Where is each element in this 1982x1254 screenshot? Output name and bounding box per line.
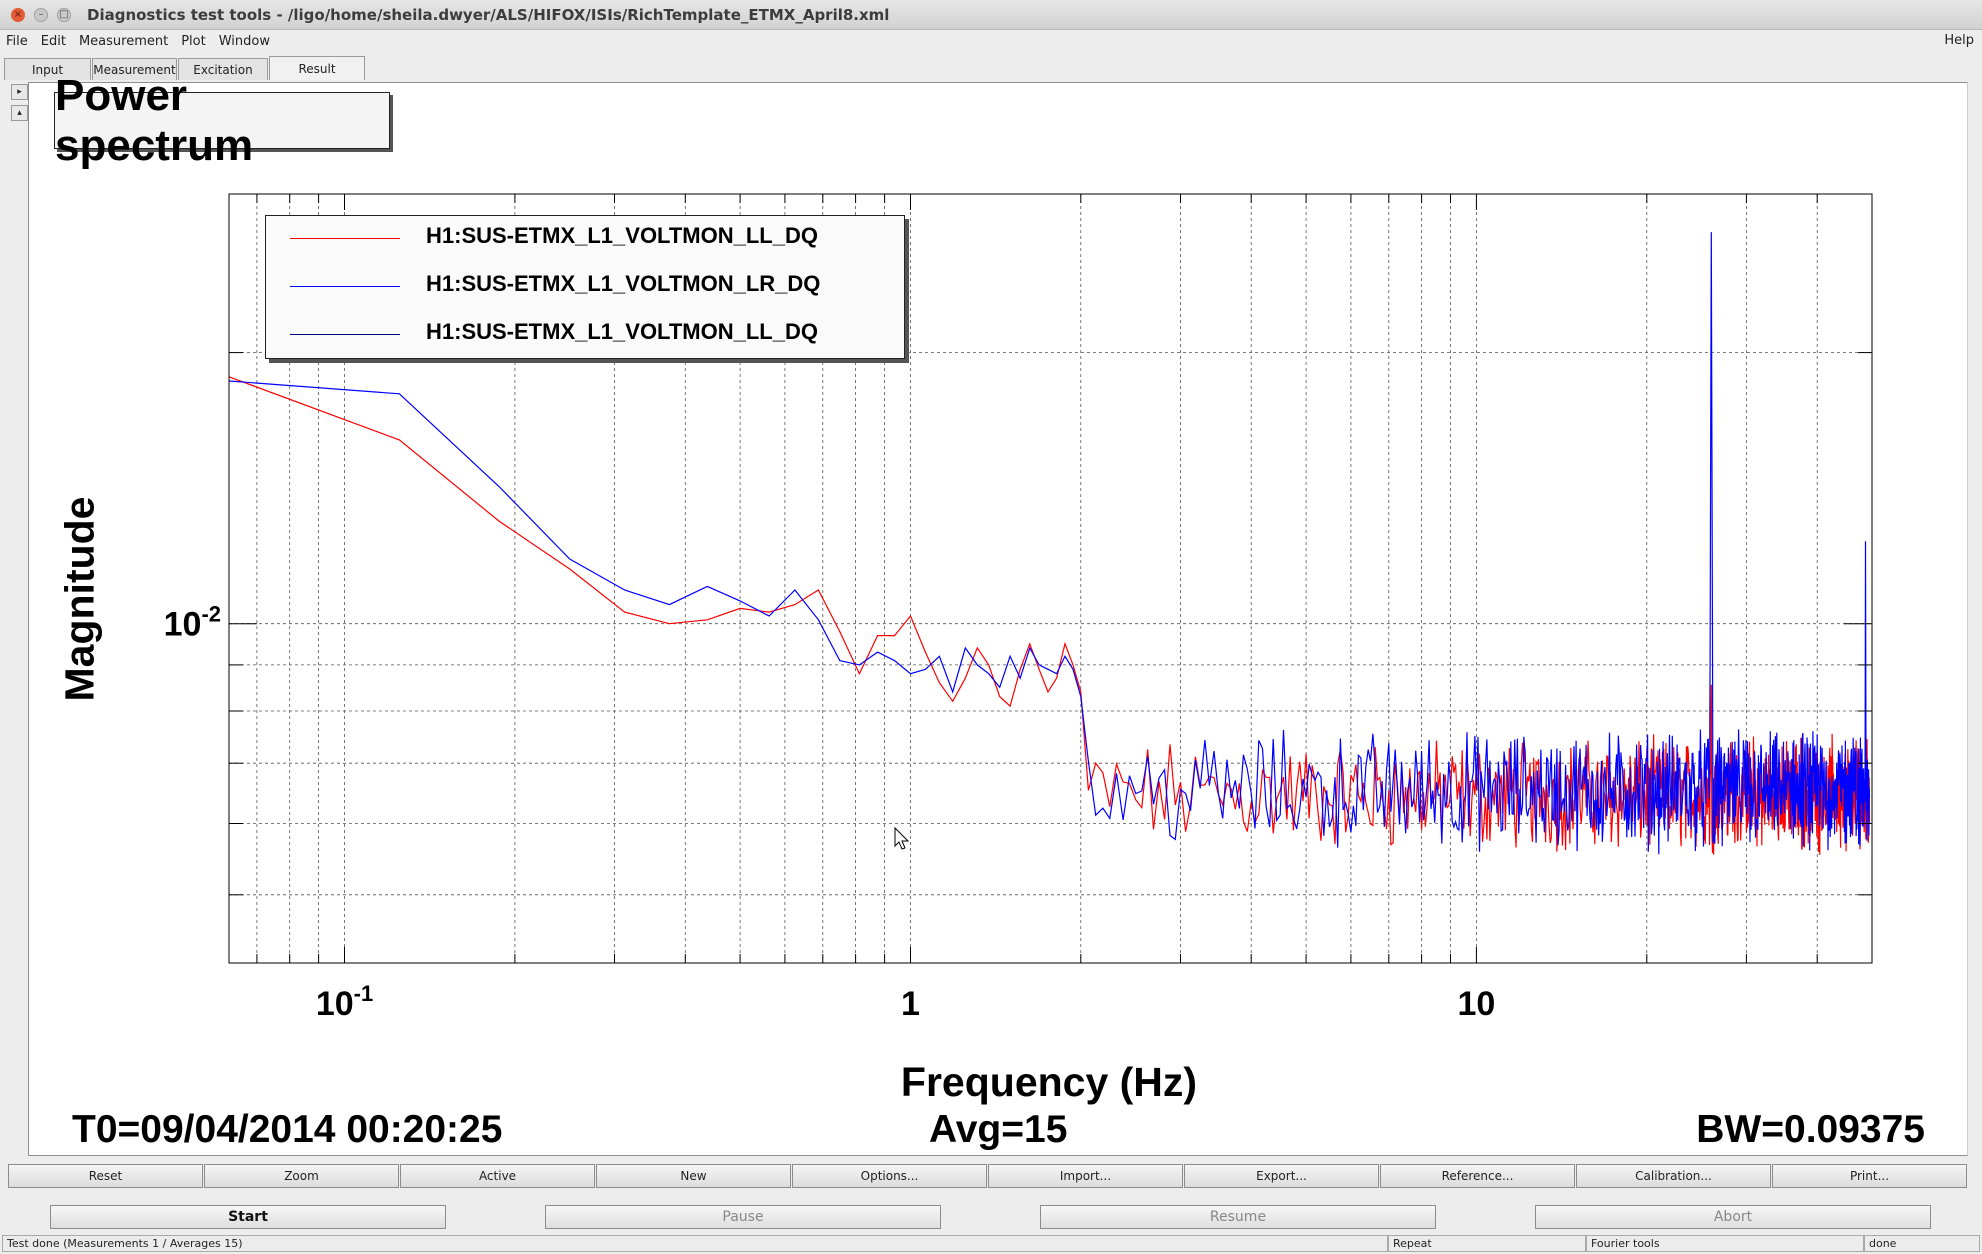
power-spectrum-chart[interactable]: 10-1 1 10 10-2 [29, 83, 1969, 1157]
minimize-window-button[interactable]: – [34, 7, 48, 22]
pause-button[interactable]: Pause [545, 1205, 941, 1229]
legend-item-ll: H1:SUS-ETMX_L1_VOLTMON_LL_DQ [266, 219, 904, 259]
pad-scroller: ▸ ▴ [6, 84, 28, 1154]
legend-item-lr: H1:SUS-ETMX_L1_VOLTMON_LR_DQ [266, 267, 904, 307]
export-button[interactable]: Export... [1184, 1164, 1379, 1188]
status-tools: Fourier tools [1586, 1235, 1864, 1252]
maximize-window-button[interactable]: □ [57, 7, 71, 22]
print-button[interactable]: Print... [1772, 1164, 1967, 1188]
chart-axes: 10-1 1 10 10-2 [164, 194, 1872, 1023]
averages-readout: Avg=15 [929, 1108, 1068, 1151]
x-axis-label: Frequency (Hz) [900, 1059, 1198, 1105]
bandwidth-readout: BW=0.09375 [1696, 1108, 1925, 1151]
menu-bar: File Edit Measurement Plot Window Help [0, 31, 1982, 52]
start-button[interactable]: Start [50, 1205, 446, 1229]
menu-help[interactable]: Help [1944, 33, 1974, 48]
window-title-bar[interactable]: × – □ Diagnostics test tools - /ligo/hom… [0, 0, 1982, 30]
menu-file[interactable]: File [6, 34, 28, 49]
tab-excitation[interactable]: Excitation [178, 58, 268, 80]
legend-swatch-ll-2 [290, 334, 400, 335]
plot-frame [228, 193, 1873, 964]
plot-title: Power spectrum [55, 70, 254, 170]
new-button[interactable]: New [596, 1164, 791, 1188]
menu-edit[interactable]: Edit [40, 34, 66, 49]
status-state: done [1864, 1235, 1980, 1252]
tab-input[interactable]: Input [4, 58, 91, 80]
reset-button[interactable]: Reset [8, 1164, 203, 1188]
pad-collapse-button[interactable]: ▴ [11, 105, 28, 121]
chart-series [228, 232, 1871, 855]
status-message: Test done (Measurements 1 / Averages 15) [2, 1235, 1388, 1252]
legend-label-lr: H1:SUS-ETMX_L1_VOLTMON_LR_DQ [426, 271, 821, 296]
tab-result[interactable]: Result [269, 56, 365, 80]
mouse-cursor [894, 826, 910, 850]
active-button[interactable]: Active [400, 1164, 595, 1188]
tab-measurement[interactable]: Measurement [92, 58, 177, 80]
menu-plot[interactable]: Plot [181, 34, 206, 49]
x-tick-label: 10 [1458, 985, 1496, 1023]
menu-measurement[interactable]: Measurement [78, 34, 169, 49]
result-plot-pad[interactable]: Power spectrum 10-1 1 10 10-2 H1:SUS-ETMX_L… [28, 71, 1969, 1157]
series-line-1 [228, 232, 1871, 855]
measurement-controls: Start Pause Resume Abort [0, 1205, 1982, 1229]
status-mode: Repeat [1388, 1235, 1586, 1252]
chart-legend[interactable]: H1:SUS-ETMX_L1_VOLTMON_LL_DQ H1:SUS-ETMX… [265, 215, 905, 359]
import-button[interactable]: Import... [988, 1164, 1183, 1188]
calibration-button[interactable]: Calibration... [1576, 1164, 1771, 1188]
x-tick-label: 10-1 [316, 981, 373, 1023]
legend-label-ll-2: H1:SUS-ETMX_L1_VOLTMON_LL_DQ [426, 319, 818, 344]
close-window-button[interactable]: × [11, 7, 25, 22]
reference-button[interactable]: Reference... [1380, 1164, 1575, 1188]
main-tab-bar: Input Measurement Excitation Result [4, 56, 366, 80]
zoom-button[interactable]: Zoom [204, 1164, 399, 1188]
legend-item-ll-2: H1:SUS-ETMX_L1_VOLTMON_LL_DQ [266, 315, 904, 355]
window-title: Diagnostics test tools - /ligo/home/shei… [87, 5, 890, 24]
legend-label-ll: H1:SUS-ETMX_L1_VOLTMON_LL_DQ [426, 223, 818, 248]
abort-button[interactable]: Abort [1535, 1205, 1931, 1229]
legend-swatch-lr [290, 286, 400, 287]
resume-button[interactable]: Resume [1040, 1205, 1436, 1229]
x-tick-label: 1 [901, 985, 920, 1023]
y-tick-label: 10-2 [164, 602, 221, 644]
start-time-readout: T0=09/04/2014 00:20:25 [72, 1108, 503, 1151]
options-button[interactable]: Options... [792, 1164, 987, 1188]
plot-toolbar: Reset Zoom Active New Options... Import.… [8, 1164, 1968, 1188]
legend-swatch-ll [290, 238, 400, 239]
menu-window[interactable]: Window [218, 34, 270, 49]
status-bar: Test done (Measurements 1 / Averages 15)… [0, 1234, 1982, 1254]
y-axis-label: Magnitude [56, 496, 103, 702]
plot-title-box: Power spectrum [54, 71, 390, 170]
pad-next-button[interactable]: ▸ [11, 84, 28, 100]
